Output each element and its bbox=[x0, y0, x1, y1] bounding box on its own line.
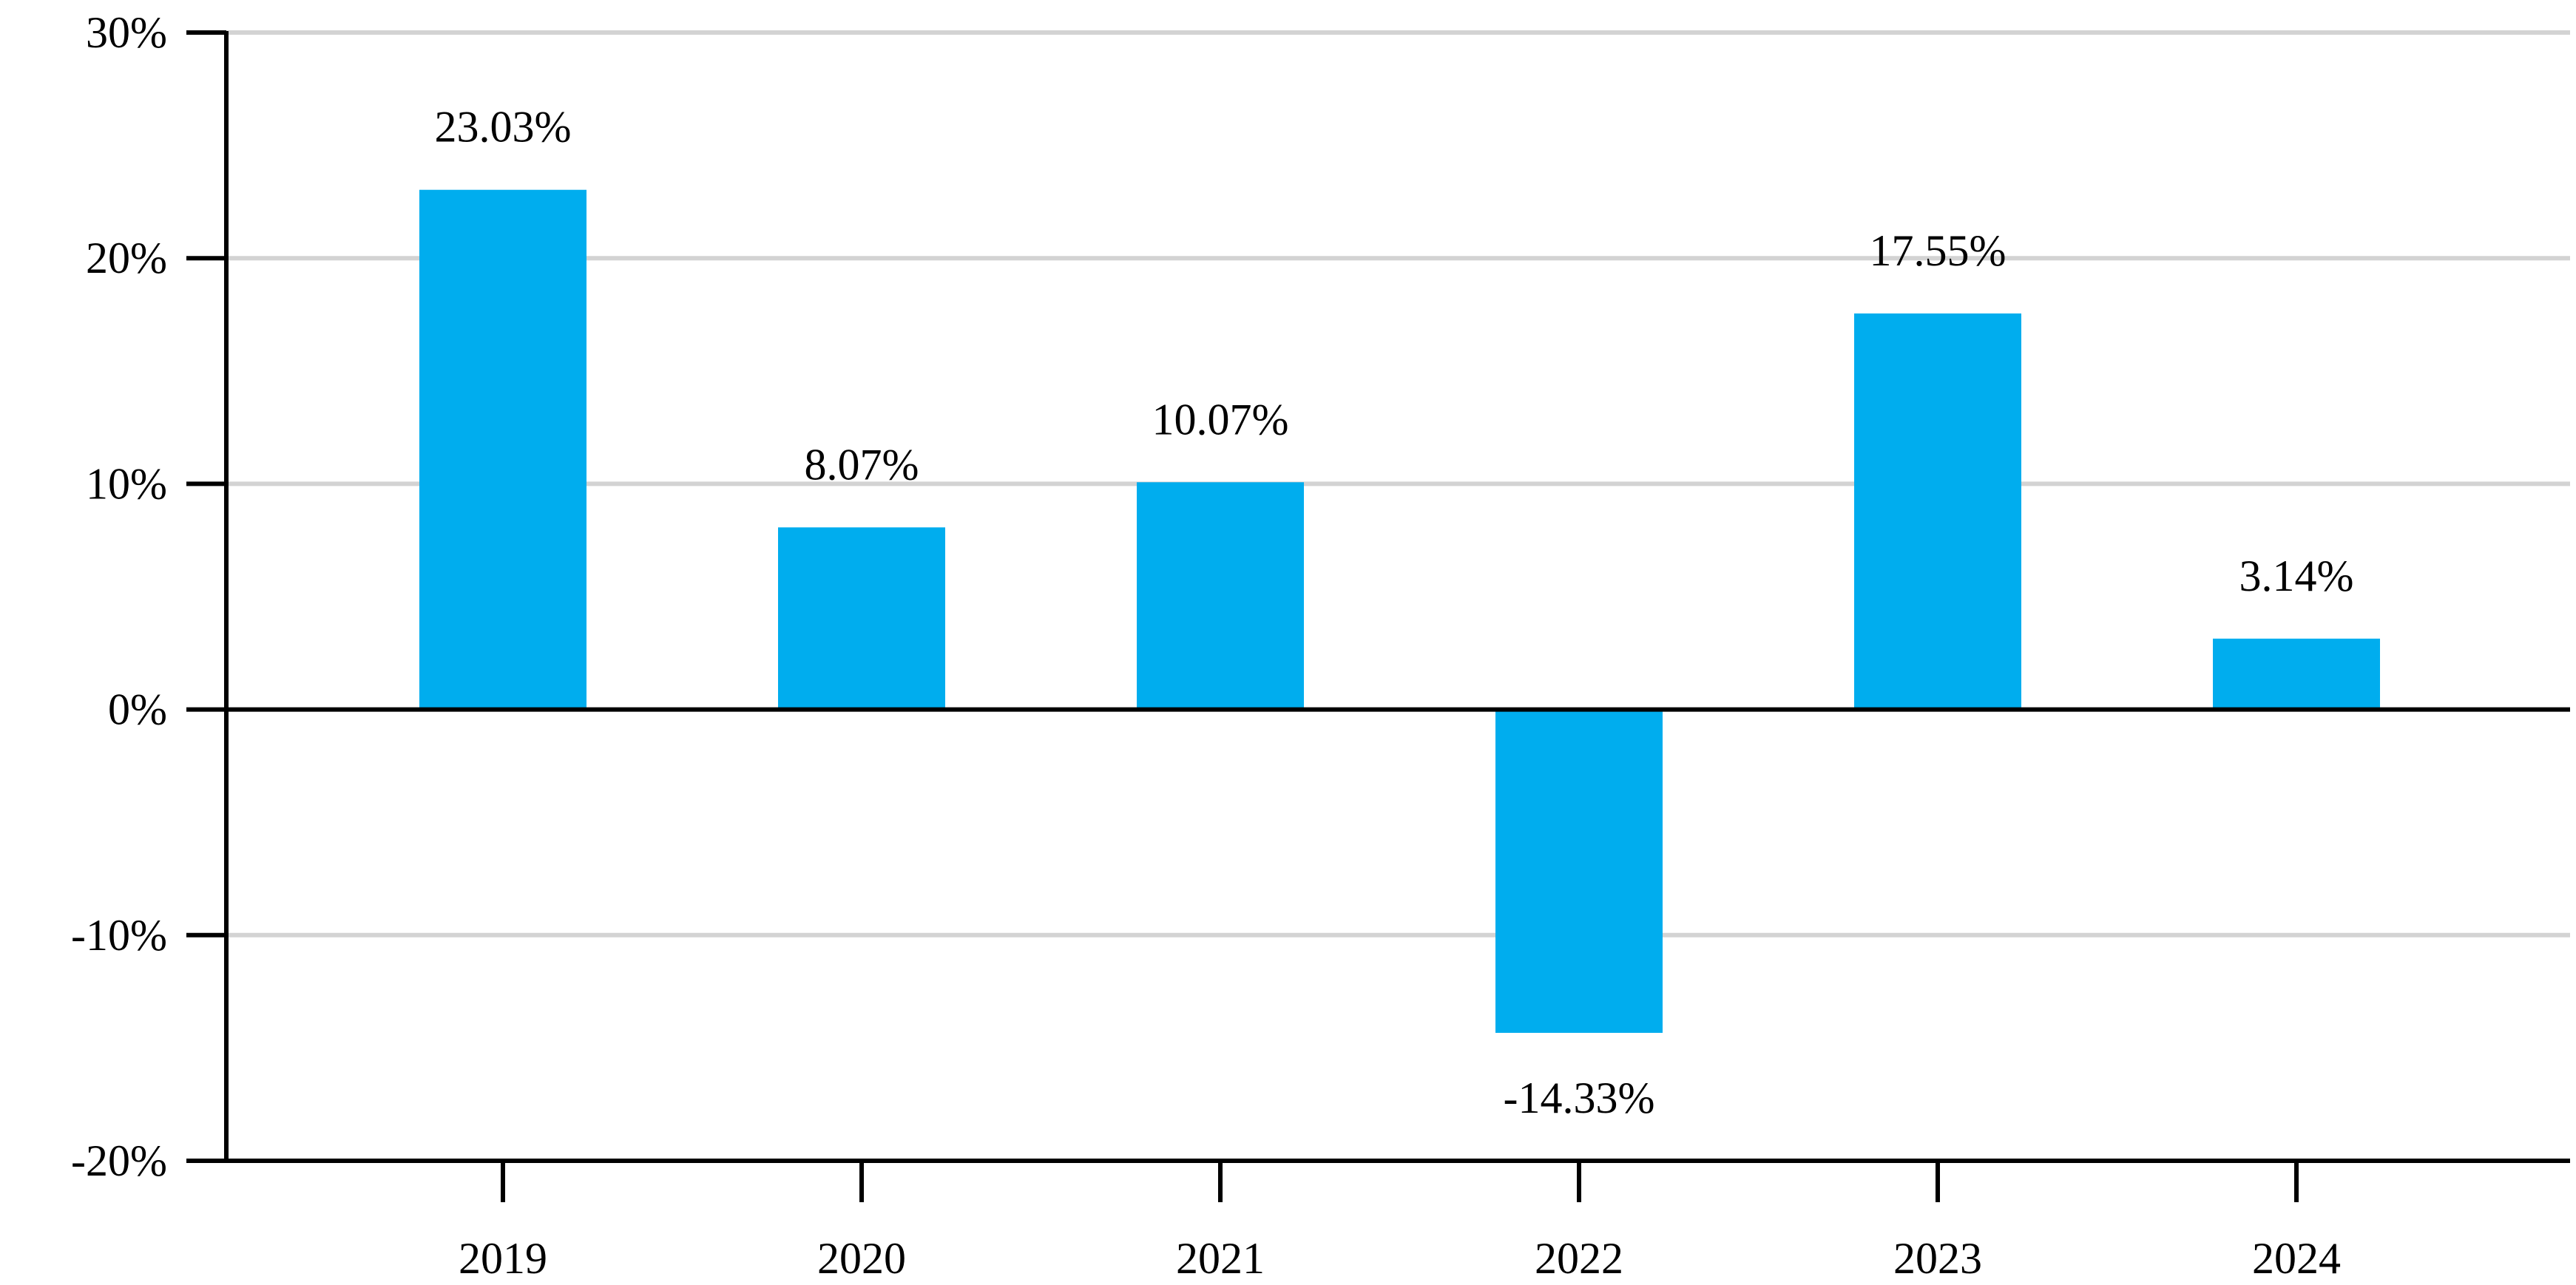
data-label: 3.14% bbox=[2239, 552, 2354, 600]
data-label: 10.07% bbox=[1152, 395, 1289, 444]
x-tick-label: 2023 bbox=[1893, 1234, 1982, 1281]
x-tick-label: 2024 bbox=[2252, 1234, 2341, 1281]
bar-2024 bbox=[2213, 638, 2380, 710]
data-label: -14.33% bbox=[1504, 1074, 1655, 1122]
y-tick-label: 10% bbox=[86, 459, 167, 508]
y-tick-label: -10% bbox=[71, 911, 167, 960]
bar-2021 bbox=[1137, 482, 1304, 710]
bars bbox=[419, 189, 2380, 1033]
y-tick-label: 0% bbox=[108, 685, 167, 734]
x-tick-label: 2019 bbox=[459, 1234, 547, 1281]
x-axis-ticks: 2019 2020 2021 2022 2023 2024 bbox=[459, 1161, 2341, 1283]
data-label: 8.07% bbox=[805, 440, 919, 489]
gridlines bbox=[226, 30, 2570, 938]
bar-2022 bbox=[1495, 709, 1663, 1033]
bar-2019 bbox=[419, 189, 586, 710]
x-tick-label: 2022 bbox=[1535, 1234, 1623, 1281]
data-label: 17.55% bbox=[1870, 226, 2007, 275]
y-tick-label: -20% bbox=[71, 1136, 167, 1185]
y-tick-label: 20% bbox=[86, 234, 167, 282]
axes bbox=[224, 31, 2570, 1163]
bar-2023 bbox=[1854, 313, 2021, 710]
bar-2020 bbox=[778, 527, 945, 710]
x-tick-label: 2021 bbox=[1176, 1234, 1265, 1281]
x-tick-label: 2020 bbox=[817, 1234, 906, 1281]
data-labels: 23.03% 8.07% 10.07% -14.33% 17.55% 3.14% bbox=[435, 103, 2354, 1122]
y-axis-ticks: 30% 20% 10% 0% -10% -20% bbox=[71, 8, 226, 1185]
y-tick-label: 30% bbox=[86, 8, 167, 57]
data-label: 23.03% bbox=[435, 103, 572, 152]
